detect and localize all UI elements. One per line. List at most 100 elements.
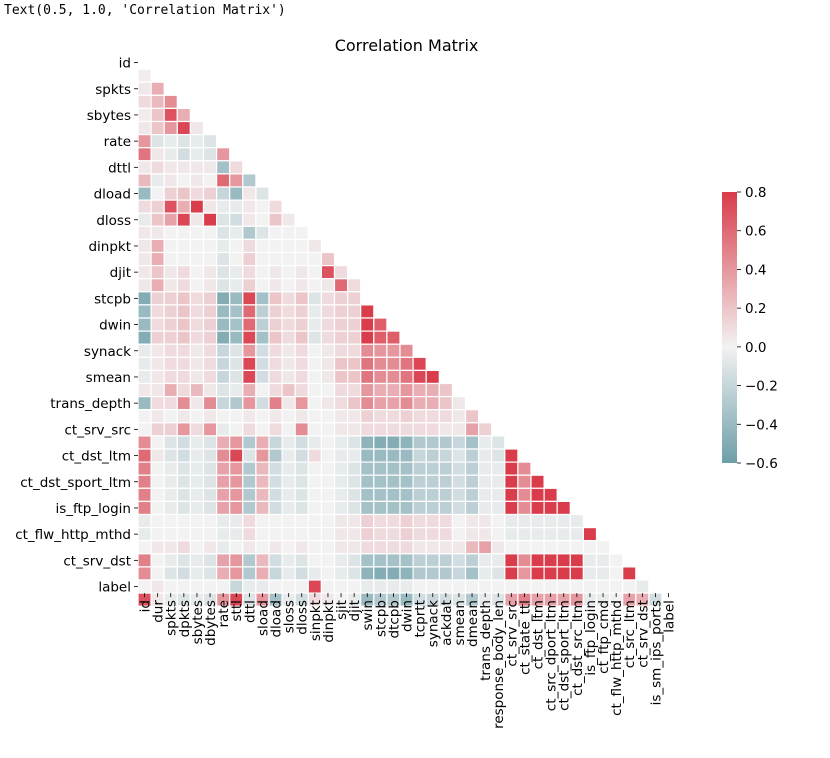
x-tick-label: ct_state_ttl xyxy=(517,600,533,675)
heatmap-cell xyxy=(189,487,205,502)
heatmap-cell xyxy=(307,579,322,594)
heatmap-cell xyxy=(229,422,244,437)
heatmap-cell xyxy=(386,409,401,424)
heatmap-cell xyxy=(176,356,192,371)
heatmap-cell xyxy=(294,579,309,594)
y-axis: id spkts sbytes rate dttl dload dloss dinpkt dji… xyxy=(15,56,138,596)
heatmap-cell xyxy=(307,304,322,319)
heatmap-cell xyxy=(255,212,270,227)
heatmap-cell xyxy=(595,579,611,594)
heatmap-cell xyxy=(438,409,453,424)
heatmap-cell xyxy=(320,513,336,529)
heatmap-cell xyxy=(320,291,336,306)
heatmap-cell xyxy=(281,278,296,293)
heatmap-cell xyxy=(176,540,192,555)
heatmap-cell xyxy=(189,566,205,581)
heatmap-cell xyxy=(347,474,362,489)
heatmap-cell xyxy=(504,540,519,555)
heatmap-cell xyxy=(464,513,480,529)
heatmap-cell xyxy=(294,225,309,241)
heatmap-cell xyxy=(137,396,152,411)
heatmap-cell xyxy=(320,369,336,385)
heatmap-cell xyxy=(333,278,349,293)
heatmap-cell xyxy=(543,513,558,529)
heatmap-cell xyxy=(268,487,283,502)
heatmap-cell xyxy=(150,343,165,358)
x-tick-label: ct_src_ltm xyxy=(622,600,638,668)
heatmap-cell xyxy=(399,356,414,371)
heatmap-cell xyxy=(622,579,637,594)
heatmap-cell xyxy=(255,304,270,319)
heatmap-cell xyxy=(294,448,309,463)
heatmap-cell xyxy=(399,566,414,581)
heatmap-cell xyxy=(137,107,152,123)
heatmap-cell xyxy=(478,435,493,450)
heatmap-cell xyxy=(399,369,414,385)
heatmap-cell xyxy=(137,356,152,371)
heatmap-cell xyxy=(582,579,598,594)
heatmap-cell xyxy=(242,330,257,345)
heatmap-cell xyxy=(176,304,192,319)
heatmap-cell xyxy=(504,448,519,463)
heatmap-cell xyxy=(202,500,218,516)
heatmap-cell xyxy=(451,526,467,542)
heatmap-cell xyxy=(150,238,165,254)
heatmap-cell xyxy=(347,461,362,476)
heatmap-cell xyxy=(373,487,388,502)
heatmap-cell xyxy=(255,500,270,516)
heatmap-cell xyxy=(425,579,440,594)
heatmap-cell xyxy=(242,553,257,568)
heatmap-cell xyxy=(229,160,244,175)
x-tick-label: ct_srv_src xyxy=(504,600,520,667)
heatmap-cell xyxy=(451,461,467,476)
heatmap-cell xyxy=(412,513,427,529)
heatmap-cell xyxy=(255,265,270,280)
heatmap-cell xyxy=(464,474,480,489)
heatmap-cell xyxy=(163,265,178,280)
heatmap-cell xyxy=(320,435,336,450)
heatmap-cell xyxy=(163,160,178,175)
heatmap-cell xyxy=(333,396,349,411)
heatmap-cell xyxy=(556,500,571,516)
heatmap-cell xyxy=(451,474,467,489)
heatmap-cell xyxy=(137,278,152,293)
heatmap-cell xyxy=(425,513,440,529)
heatmap-cell xyxy=(386,448,401,463)
heatmap-cell xyxy=(294,553,309,568)
heatmap-cell xyxy=(582,553,598,568)
heatmap-cell xyxy=(163,526,178,542)
heatmap-cell xyxy=(216,500,231,516)
heatmap-cell xyxy=(163,212,178,227)
heatmap-cell xyxy=(268,369,283,385)
y-tick-label: ct_srv_dst xyxy=(63,553,131,569)
heatmap-cell xyxy=(137,553,152,568)
x-tick-label: dur xyxy=(151,600,167,623)
heatmap-cell xyxy=(255,396,270,411)
heatmap-cell xyxy=(150,291,165,306)
heatmap-cell xyxy=(268,304,283,319)
heatmap-cell xyxy=(438,487,453,502)
heatmap-cell xyxy=(294,435,309,450)
heatmap-cell xyxy=(491,566,506,581)
heatmap-cell xyxy=(399,422,414,437)
heatmap-cell xyxy=(399,435,414,450)
heatmap-cell xyxy=(504,566,519,581)
heatmap-cell xyxy=(333,540,349,555)
heatmap-cell xyxy=(360,526,375,542)
heatmap-cell xyxy=(294,500,309,516)
heatmap-cell xyxy=(189,225,205,241)
heatmap-cell xyxy=(530,579,545,594)
x-tick-label: sinpkt xyxy=(308,600,324,641)
heatmap-cell xyxy=(399,382,414,398)
y-tick-label: dttl xyxy=(108,160,131,176)
heatmap-cell xyxy=(137,160,152,175)
heatmap-cell xyxy=(451,422,467,437)
heatmap-cell xyxy=(543,500,558,516)
heatmap-cell xyxy=(150,422,165,437)
heatmap-cell xyxy=(137,173,152,188)
heatmap-cell xyxy=(595,566,611,581)
heatmap-cell xyxy=(294,278,309,293)
heatmap-cell xyxy=(451,448,467,463)
y-tick-label: ct_dst_sport_ltm xyxy=(20,475,131,491)
heatmap-cell xyxy=(189,500,205,516)
